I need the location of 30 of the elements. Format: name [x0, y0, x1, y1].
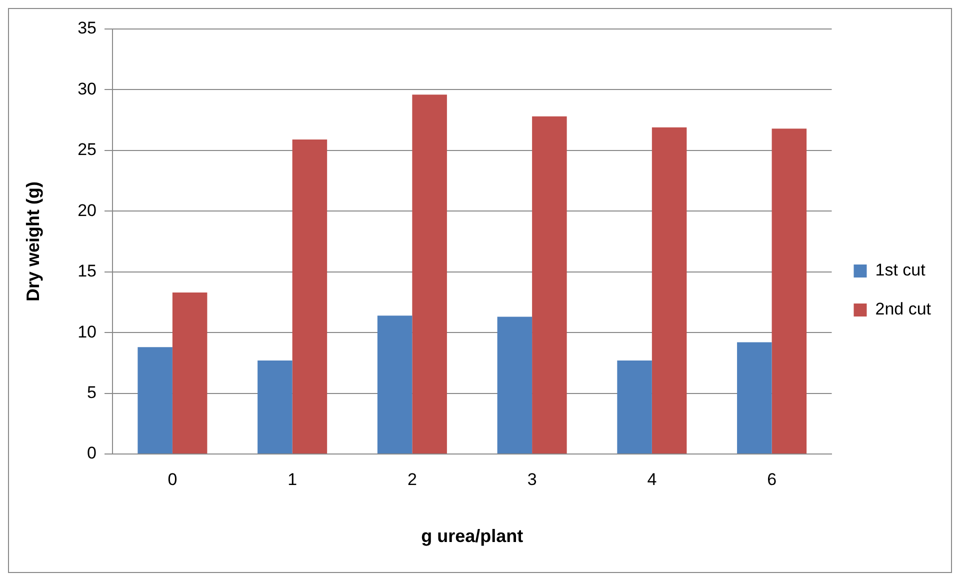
bar — [138, 347, 172, 454]
legend-label: 2nd cut — [875, 300, 932, 319]
bar — [258, 360, 292, 454]
bar — [412, 94, 447, 454]
y-tick-label: 15 — [78, 262, 97, 281]
x-tick-label: 1 — [288, 470, 298, 489]
y-tick-label: 0 — [87, 444, 97, 463]
bar — [772, 128, 807, 454]
bar — [172, 292, 208, 454]
bar — [652, 127, 687, 454]
x-tick-label: 2 — [407, 470, 417, 489]
y-tick-label: 35 — [78, 18, 97, 38]
bar — [617, 360, 652, 454]
bar — [497, 316, 532, 454]
bar — [737, 342, 772, 454]
bar — [292, 140, 328, 454]
x-tick-label: 4 — [647, 470, 657, 489]
x-tick-label: 3 — [527, 470, 537, 489]
x-tick-label: 0 — [168, 470, 178, 489]
x-tick-label: 6 — [767, 470, 777, 489]
bar — [377, 316, 412, 454]
y-tick-label: 10 — [78, 322, 97, 342]
y-tick-label: 20 — [78, 200, 97, 220]
y-axis-title: Dry weight (g) — [22, 181, 43, 302]
y-tick-label: 25 — [78, 140, 97, 160]
y-tick-label: 5 — [87, 382, 97, 402]
y-tick-label: 30 — [78, 79, 97, 98]
bar — [532, 116, 567, 454]
legend-label: 1st cut — [875, 260, 926, 280]
x-axis-title: g urea/plant — [421, 526, 524, 546]
